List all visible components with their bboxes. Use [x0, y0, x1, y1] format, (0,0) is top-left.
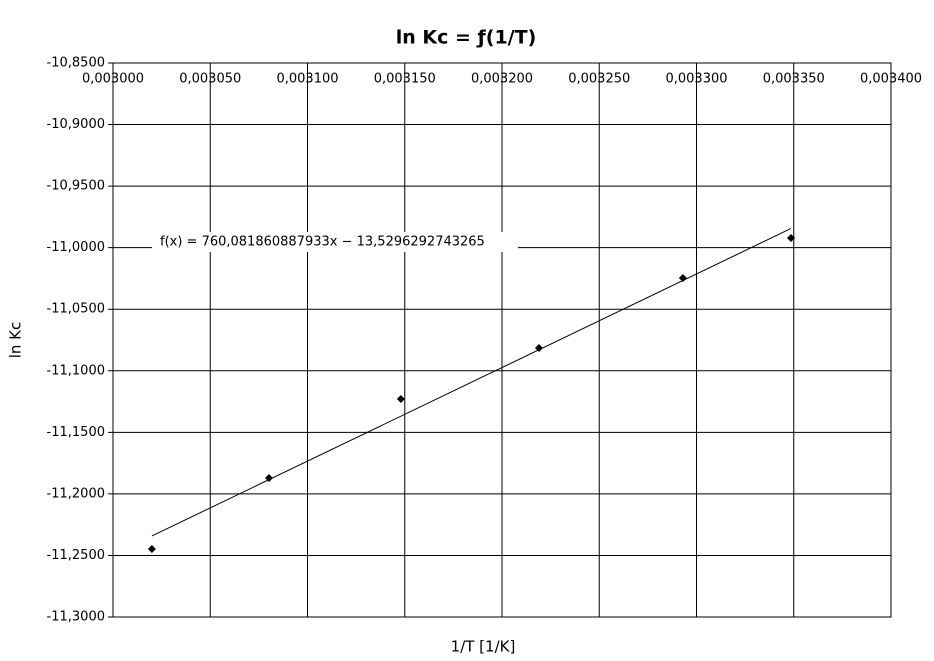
data-point [534, 344, 543, 353]
y-tick-label: -10,9000 [47, 117, 105, 132]
y-tick-label: -11,2500 [47, 548, 105, 563]
y-axis-label: ln Kc [7, 322, 25, 359]
y-tick-label: -11,1000 [47, 363, 105, 378]
y-tick-label: -11,0500 [47, 302, 105, 317]
x-tick-label: 0,003300 [665, 72, 727, 87]
data-point [396, 394, 405, 403]
x-tick-label: 0,003400 [860, 72, 922, 87]
x-tick-label: 0,003200 [471, 72, 533, 87]
x-tick-label: 0,003100 [276, 72, 338, 87]
y-tick-label: -10,8500 [47, 56, 105, 71]
x-axis-label: 1/T [1/K] [451, 638, 516, 656]
trendline [151, 228, 792, 537]
data-point [787, 233, 796, 242]
y-tick-label: -11,2000 [47, 486, 105, 501]
x-tick-label: 0,003000 [82, 72, 144, 87]
chart-title: ln Kc = ƒ(1/T) [396, 27, 537, 49]
trendline-label: f(x) = 760,081860887933x − 13,5296292743… [160, 235, 485, 250]
data-point [678, 273, 687, 282]
x-tick-label: 0,003150 [374, 72, 436, 87]
y-tick-label: -10,9500 [47, 179, 105, 194]
x-tick-label: 0,003050 [179, 72, 241, 87]
x-tick-label: 0,003350 [763, 72, 825, 87]
data-point [147, 545, 156, 554]
y-tick-label: -11,3000 [47, 610, 105, 625]
x-tick-label: 0,003250 [568, 72, 630, 87]
trendline-label-bg [152, 232, 518, 252]
data-point [264, 474, 273, 483]
y-tick-label: -11,0000 [47, 240, 105, 255]
y-tick-label: -11,1500 [47, 425, 105, 440]
